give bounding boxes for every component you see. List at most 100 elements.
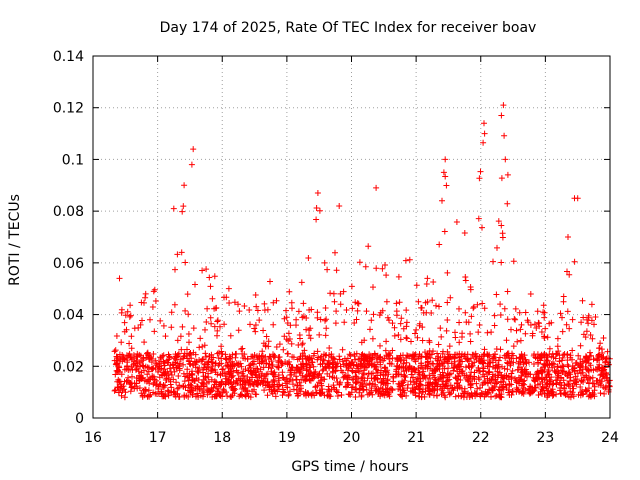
data-point (134, 353, 141, 360)
data-point (353, 316, 360, 323)
data-point (118, 392, 125, 399)
data-point (429, 297, 436, 304)
data-point (490, 353, 497, 360)
data-point (469, 351, 476, 358)
data-point (111, 387, 118, 394)
data-point (513, 327, 520, 334)
data-point (516, 309, 523, 316)
data-point (553, 381, 560, 387)
data-point (214, 388, 221, 395)
data-point (208, 388, 214, 395)
data-point (391, 324, 398, 331)
data-point (215, 355, 222, 361)
data-point (366, 380, 373, 387)
data-point (312, 384, 319, 391)
data-point (285, 391, 292, 398)
data-point (468, 369, 475, 376)
data-point (480, 380, 487, 386)
data-point (213, 304, 220, 311)
data-point (312, 368, 319, 375)
data-point (390, 378, 397, 385)
data-point (287, 376, 294, 383)
data-point (554, 364, 561, 371)
data-point (463, 372, 470, 379)
data-point (577, 361, 584, 368)
data-point (345, 391, 352, 398)
data-point (537, 388, 544, 395)
data-point (403, 359, 410, 366)
data-point (524, 317, 531, 324)
data-point (484, 329, 491, 336)
data-point (527, 383, 534, 390)
data-point (152, 357, 159, 364)
data-point (490, 258, 496, 265)
data-point (536, 320, 542, 327)
data-point (128, 345, 135, 352)
data-point (563, 321, 570, 328)
data-point (235, 369, 242, 376)
data-point (226, 300, 233, 306)
data-point (560, 293, 567, 300)
data-point (537, 380, 544, 387)
data-point (184, 374, 191, 381)
data-point (114, 353, 120, 360)
data-point (312, 390, 319, 396)
data-point (193, 393, 199, 400)
data-point (207, 314, 214, 321)
data-point (153, 377, 159, 384)
data-point (606, 382, 613, 389)
data-point (461, 385, 468, 392)
data-point (555, 348, 562, 355)
y-tick-label: 0.1 (62, 152, 84, 168)
data-point (433, 392, 440, 399)
data-point (303, 376, 310, 382)
data-point (174, 251, 181, 258)
data-point (462, 309, 469, 316)
data-point (203, 266, 210, 273)
data-point (577, 356, 584, 363)
data-point (316, 331, 323, 338)
data-point (314, 190, 321, 196)
data-point (419, 324, 426, 331)
data-point (498, 222, 505, 229)
data-point (561, 351, 568, 357)
data-point (556, 387, 563, 394)
data-point (324, 392, 331, 399)
data-point (497, 354, 503, 361)
data-point (501, 365, 508, 372)
data-point (232, 351, 239, 357)
data-point (396, 299, 403, 306)
data-point (476, 175, 483, 182)
data-point (212, 360, 219, 367)
data-point (278, 362, 285, 369)
data-point (313, 205, 320, 211)
data-point (257, 366, 264, 373)
data-point (322, 305, 329, 311)
data-point (131, 325, 138, 332)
data-point (123, 326, 130, 333)
data-point (181, 182, 188, 189)
data-point (486, 368, 493, 375)
data-point (211, 273, 218, 280)
data-point (596, 356, 602, 363)
y-tick-label: 0 (75, 411, 84, 427)
data-point (160, 393, 167, 400)
data-point (456, 370, 463, 377)
data-point (273, 297, 280, 304)
x-tick-label: 16 (84, 430, 102, 446)
data-point (476, 358, 483, 365)
data-point (523, 360, 530, 367)
data-point (118, 339, 125, 346)
data-point (136, 385, 143, 391)
data-point (210, 384, 217, 391)
data-point (167, 378, 174, 385)
data-point (479, 371, 486, 378)
data-point (580, 314, 587, 321)
data-point (481, 346, 488, 353)
data-point (265, 356, 272, 362)
data-point (113, 333, 120, 339)
data-point (442, 156, 449, 163)
data-point (358, 363, 365, 370)
data-point (299, 314, 306, 321)
data-point (549, 360, 556, 367)
